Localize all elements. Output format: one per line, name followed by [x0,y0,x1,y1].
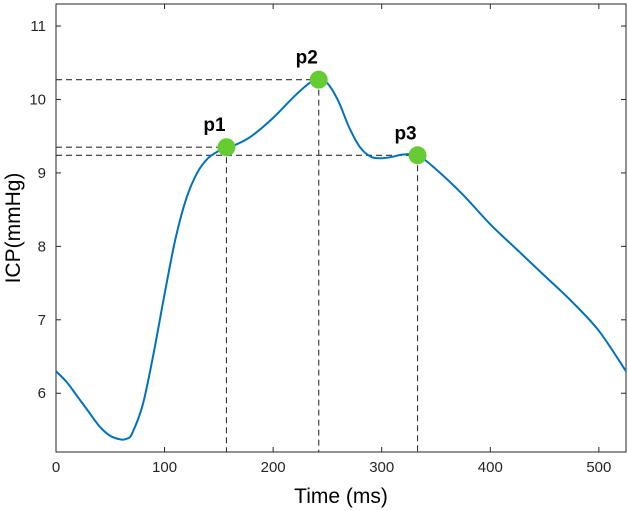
icp-series-line [55,78,627,441]
y-tick-label: 9 [38,165,46,182]
x-tick-label: 500 [586,459,611,476]
label-p3: p3 [394,123,416,144]
x-tick-label: 100 [152,459,177,476]
y-axis-title: ICP(mmHg) [2,173,25,284]
x-axis-title: Time (ms) [294,485,388,508]
marker-p3 [408,146,427,165]
x-tick-label: 400 [478,459,503,476]
reference-lines [56,79,419,452]
x-tick-label: 200 [261,459,286,476]
y-tick-label: 11 [30,18,46,35]
x-axis-ticks: 0 100 200 300 400 500 [52,4,611,476]
marker-p2 [309,70,328,89]
x-tick-label: 300 [369,459,394,476]
marker-p1 [217,138,236,157]
y-tick-label: 8 [38,238,46,255]
y-tick-label: 10 [29,91,46,108]
y-axis-ticks: 6 7 8 9 10 11 [29,18,626,402]
peak-markers: p1 p2 p3 [203,48,427,165]
label-p1: p1 [203,115,226,136]
series-layer [55,78,627,441]
x-tick-label: 0 [52,459,60,476]
plot-frame [55,3,627,453]
label-p2: p2 [296,48,318,69]
y-tick-label: 6 [38,385,46,402]
plot-box [55,3,627,453]
y-tick-label: 7 [38,312,46,329]
